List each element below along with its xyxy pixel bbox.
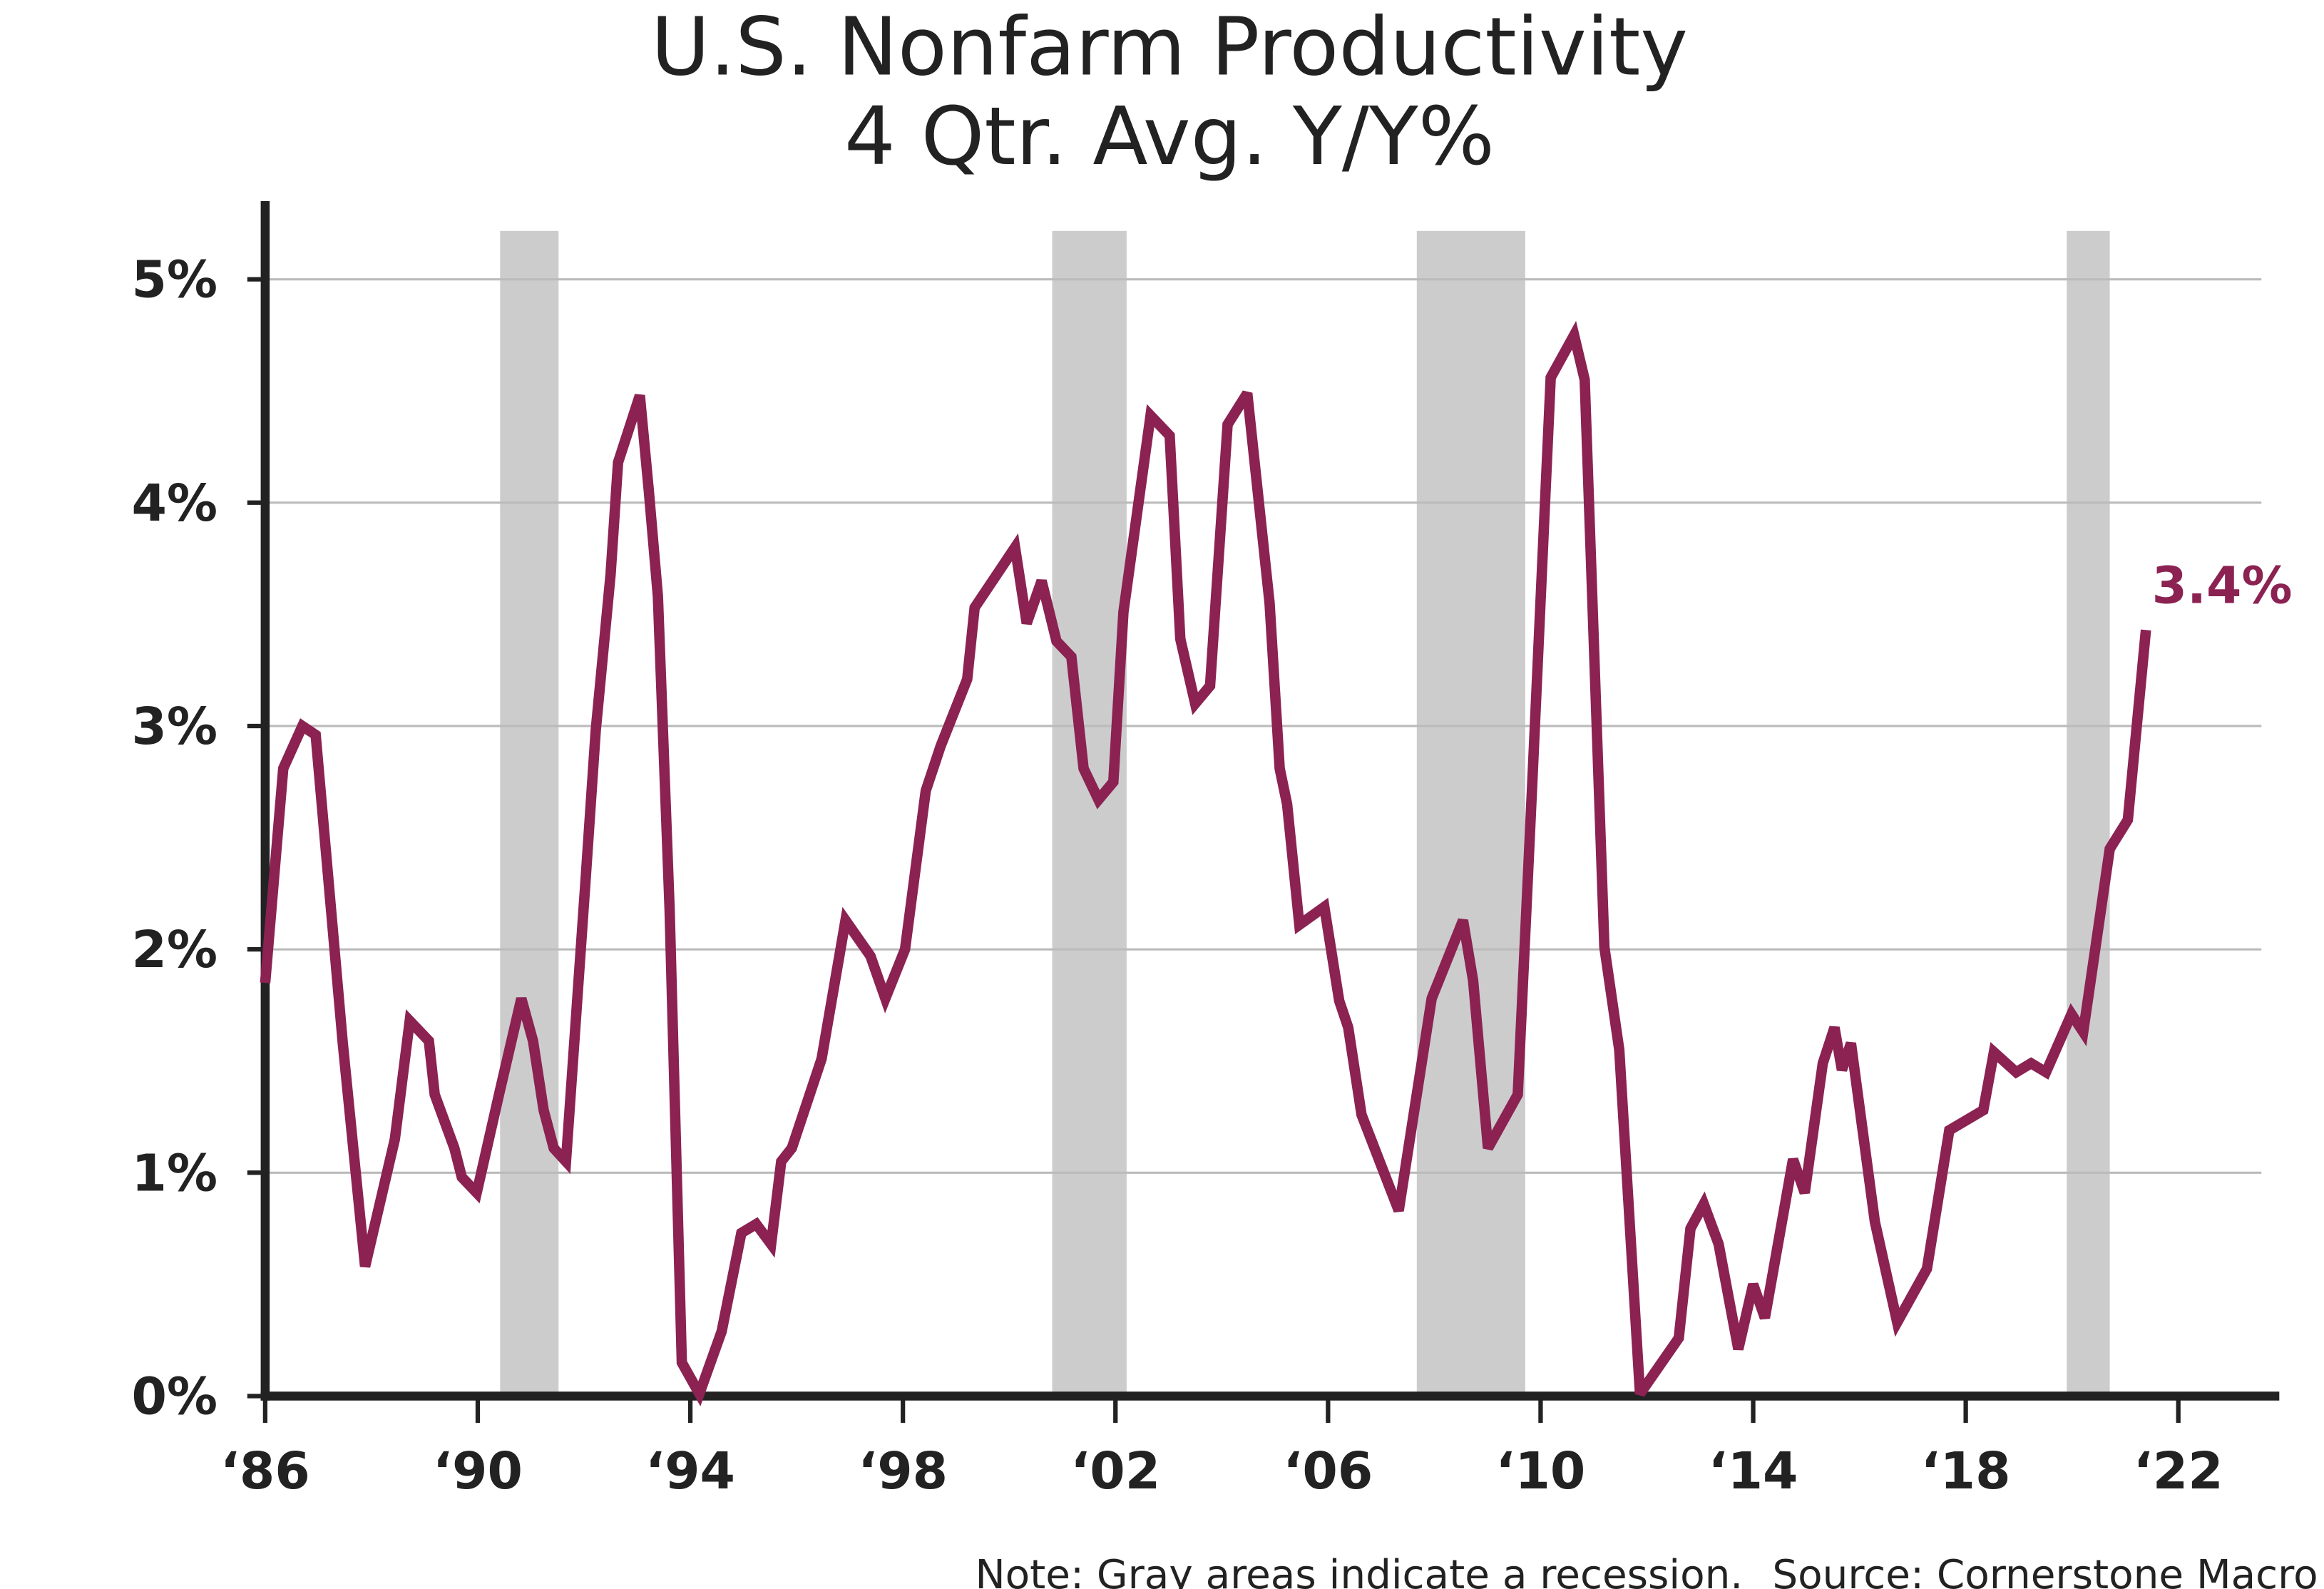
y-tick-label: 0% xyxy=(131,1367,217,1426)
x-tick-label: ‘86 xyxy=(220,1441,310,1501)
note: Note: Gray areas indicate a recession. xyxy=(975,1552,1743,1589)
chart-title: U.S. Nonfarm Productivity xyxy=(651,0,1688,93)
x-tick-label: ‘94 xyxy=(645,1441,735,1501)
x-tick-label: ‘14 xyxy=(1709,1441,1798,1501)
source: Source: Cornerstone Macro xyxy=(1772,1552,2318,1589)
chart-subtitle: 4 Qtr. Avg. Y/Y% xyxy=(844,89,1495,183)
x-tick-label: ‘90 xyxy=(433,1441,523,1501)
recession-band xyxy=(1052,230,1127,1396)
x-tick-label: ‘02 xyxy=(1070,1441,1160,1501)
x-tick-label: ‘10 xyxy=(1496,1441,1586,1501)
recession-band xyxy=(1416,230,1525,1396)
x-tick-label: ‘22 xyxy=(2134,1441,2223,1501)
y-tick-label: 3% xyxy=(131,697,217,756)
x-tick-label: ‘06 xyxy=(1283,1441,1373,1501)
data-line xyxy=(260,320,2151,1406)
y-tick-label: 2% xyxy=(131,920,217,979)
y-tick-label: 5% xyxy=(131,250,217,310)
x-tick-label: ‘98 xyxy=(858,1441,948,1501)
x-tick-label: ‘18 xyxy=(1921,1441,2011,1501)
recession-band xyxy=(2067,230,2110,1396)
y-tick-label: 1% xyxy=(131,1143,217,1202)
end-label: 3.4% xyxy=(2152,556,2293,615)
y-tick-label: 4% xyxy=(131,474,217,533)
recession-band xyxy=(500,230,559,1396)
